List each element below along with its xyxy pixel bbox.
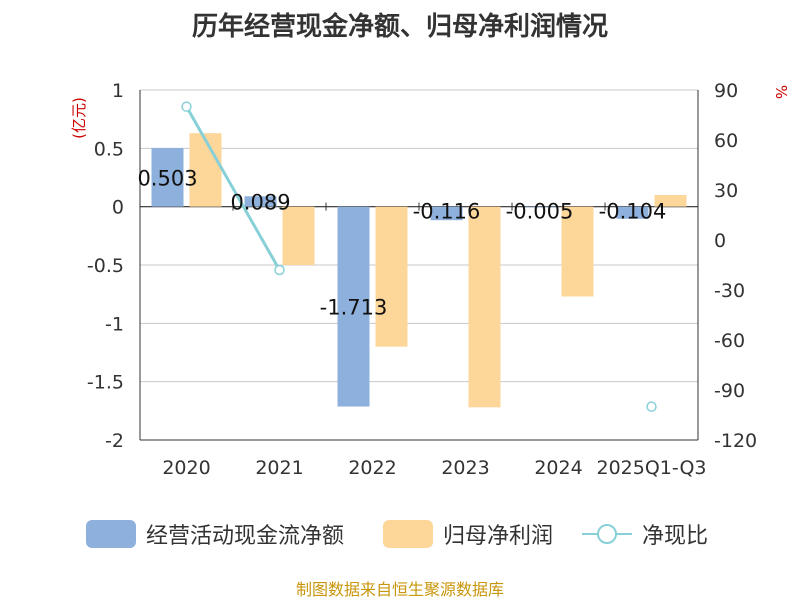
y-right-tick-label: -60 <box>714 330 745 352</box>
data-label: -1.713 <box>320 296 388 320</box>
y-left-unit: (亿元) <box>70 97 88 139</box>
bar-netprofit <box>189 133 222 207</box>
data-label: -0.116 <box>413 200 481 224</box>
data-label: 0.503 <box>137 166 197 190</box>
data-label: 0.089 <box>230 190 290 214</box>
y-right-unit: % <box>772 85 790 99</box>
y-right-tick-label: -120 <box>714 430 757 452</box>
grid-lines <box>140 89 698 441</box>
data-label: -0.104 <box>599 200 667 224</box>
legend-item-cashflow[interactable]: 经营活动现金流净额 <box>86 518 344 550</box>
ratio-line <box>185 105 281 271</box>
bars <box>151 133 687 408</box>
data-labels: 0.503 0.089 -1.713 -0.116 -0.005 -0.104 <box>137 166 666 319</box>
y-right-tick-label: 90 <box>714 80 738 102</box>
source-note: 制图数据来自恒生聚源数据库 <box>295 580 504 599</box>
legend-item-netprofit[interactable]: 归母净利润 <box>383 518 553 550</box>
bar-cashflow <box>244 196 277 207</box>
y-left-tick-label: 1 <box>112 80 124 102</box>
bar-netprofit <box>468 206 501 408</box>
x-tick-label: 2024 <box>534 457 582 479</box>
bar-netprofit <box>282 206 315 265</box>
y-right-tick-label: 60 <box>714 130 738 152</box>
bar-cashflow <box>151 147 184 207</box>
y-left-tick-label: -1.5 <box>87 372 124 394</box>
y-left-tick-label: -1 <box>105 313 124 335</box>
y-left-tick-label: -0.5 <box>87 255 124 277</box>
bar-netprofit <box>561 206 594 297</box>
data-label: -0.005 <box>506 200 574 224</box>
y-right-tick-label: -90 <box>714 380 745 402</box>
bar-netprofit <box>654 195 687 207</box>
y-right-tick-label: 30 <box>714 180 738 202</box>
ratio-point <box>181 101 192 112</box>
x-tick-label: 2025Q1-Q3 <box>597 457 707 479</box>
y-left-tick-label: 0.5 <box>94 138 124 160</box>
x-tick-label: 2021 <box>255 457 303 479</box>
legend-swatch-cashflow <box>86 520 136 548</box>
x-tick-label: 2022 <box>348 457 396 479</box>
x-tick-label: 2020 <box>162 457 210 479</box>
y-right-tick-label: -30 <box>714 280 745 302</box>
y-left-tick-label: 0 <box>112 197 124 219</box>
line-series <box>181 101 657 412</box>
legend-label-cashflow: 经营活动现金流净额 <box>146 524 345 549</box>
legend-label-netprofit: 归母净利润 <box>443 524 554 549</box>
axes: 1 0.5 0 -0.5 -1 -1.5 -2 90 60 30 0 -30 -60 -90 -120 (亿元… <box>70 80 790 479</box>
chart-title: 历年经营现金净额、归母净利润情况 <box>191 12 608 42</box>
bar-cashflow <box>523 206 556 208</box>
legend-swatch-netprofit <box>383 520 433 548</box>
bar-cashflow <box>430 206 463 221</box>
legend-label-ratio: 净现比 <box>642 524 709 549</box>
bar-cashflow <box>616 206 649 219</box>
y-right-tick-label: 0 <box>714 230 726 252</box>
bar-cashflow <box>337 206 370 407</box>
legend-line-marker-icon <box>582 524 632 544</box>
y-left-tick-label: -2 <box>105 430 124 452</box>
bar-netprofit <box>375 206 408 347</box>
ratio-point <box>274 264 285 276</box>
x-tick-label: 2023 <box>441 457 489 479</box>
ratio-point <box>646 401 657 412</box>
legend-item-ratio[interactable]: 净现比 <box>582 518 708 550</box>
